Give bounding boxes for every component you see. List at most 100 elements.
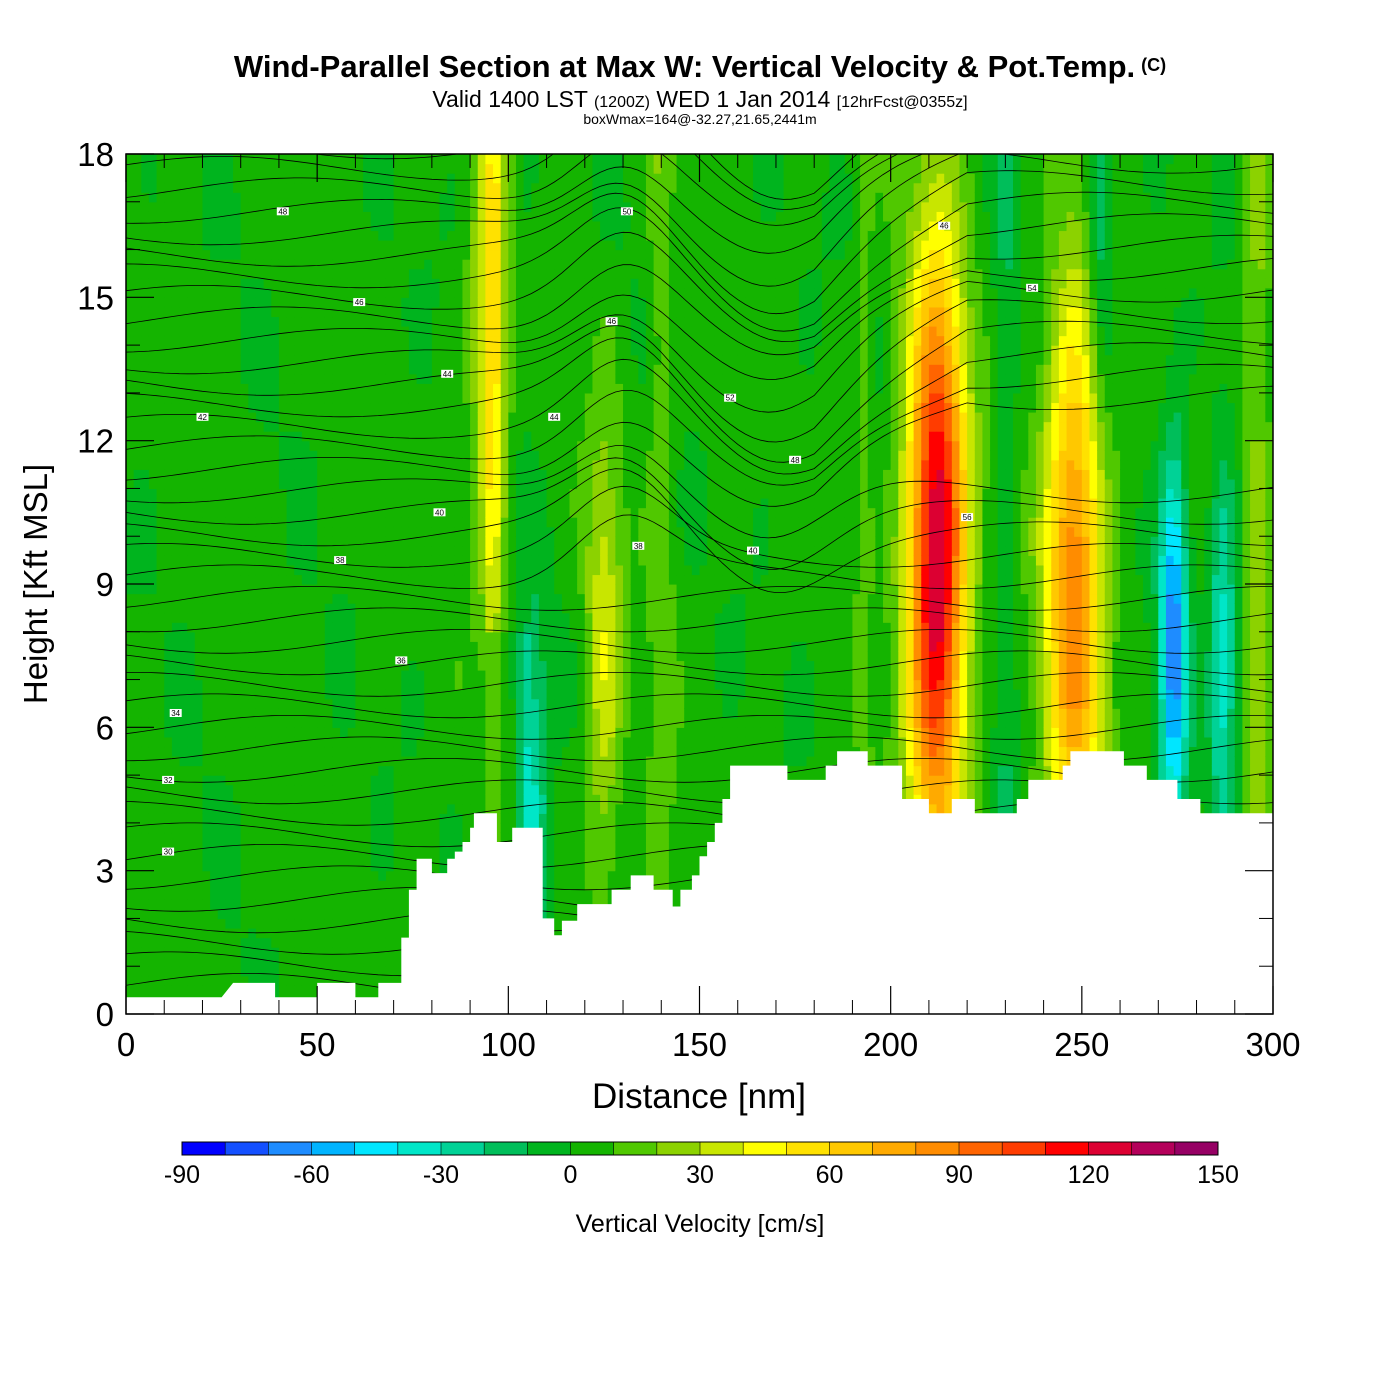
x-tick-label: 100: [481, 1026, 536, 1063]
colorbar-swatch: [1174, 1142, 1219, 1155]
colorbar-swatch: [1002, 1142, 1046, 1155]
colorbar-swatch: [829, 1142, 874, 1155]
theta-contour: [126, 514, 1273, 590]
theta-contour: [126, 320, 1273, 463]
colorbar-label: Vertical Velocity [cm/s]: [576, 1210, 825, 1238]
theta-contour: [126, 586, 1273, 611]
contour-label-bg: [353, 298, 366, 307]
colorbar-swatch: [915, 1142, 960, 1155]
colorbar-tick-label: 90: [945, 1161, 973, 1189]
theta-contour: [126, 457, 1273, 570]
x-tick-label: 200: [863, 1026, 918, 1063]
colorbar-swatch: [441, 1142, 485, 1155]
colorbar-swatch: [700, 1142, 744, 1155]
contour-label: 56: [963, 513, 972, 522]
y-tick-label: 9: [96, 566, 114, 603]
contour-label: 30: [164, 848, 173, 857]
contour-label-bg: [395, 656, 408, 665]
theta-contour: [126, 715, 1273, 740]
colorbar-swatch: [656, 1142, 701, 1155]
contour-label: 44: [443, 370, 452, 379]
colorbar-swatch: [1088, 1142, 1133, 1155]
theta-contour: [126, 650, 1273, 676]
chart-header: Wind-Parallel Section at Max W: Vertical…: [0, 49, 1400, 127]
y-tick-label: 3: [96, 853, 114, 890]
colorbar-tick-label: 0: [564, 1161, 578, 1189]
contour-label: 46: [607, 317, 616, 326]
contour-label: 50: [622, 207, 631, 216]
contour-label: 34: [171, 709, 180, 718]
colorbar-swatch: [484, 1142, 528, 1155]
contour-label: 40: [749, 547, 758, 556]
colorbar-swatch: [786, 1142, 830, 1155]
colorbar-swatch: [354, 1142, 399, 1155]
contour-label-bg: [961, 513, 974, 522]
colorbar-swatch: [268, 1142, 312, 1155]
contour-label-bg: [747, 546, 759, 555]
colorbar-tick-label: 30: [686, 1161, 714, 1189]
colorbar-swatch: [527, 1142, 571, 1155]
contour-label-bg: [724, 393, 737, 402]
colorbar-tick-label: -30: [423, 1161, 459, 1189]
theta-contour: [126, 258, 1273, 380]
colorbar-swatch: [959, 1142, 1003, 1155]
x-tick-label: 250: [1054, 1026, 1109, 1063]
contour-label-bg: [433, 508, 446, 517]
colorbar-swatch: [1131, 1142, 1176, 1155]
colorbar-swatch: [311, 1142, 356, 1155]
y-tick-label: 6: [96, 709, 114, 746]
contour-label-bg: [162, 775, 175, 784]
colorbar-tick-label: -60: [293, 1161, 329, 1189]
theta-contour: [126, 385, 1273, 507]
colorbar-tick-label: 60: [816, 1161, 844, 1189]
contour-label-bg: [162, 847, 175, 856]
chart-valid-time: Valid 1400 LST (1200Z) WED 1 Jan 2014 [1…: [432, 86, 968, 112]
contour-label: 38: [336, 556, 345, 565]
y-axis-label: Height [Kft MSL]: [17, 464, 54, 704]
colorbar-tick-label: 150: [1197, 1161, 1239, 1189]
theta-contour: [126, 629, 1273, 654]
contour-label: 42: [198, 413, 207, 422]
contour-labels: 48 50 46 46 54 46 44 52 42 44 48 40 56 38 40 38 36 34 32 30: [162, 207, 1039, 857]
contour-label: 52: [726, 394, 735, 403]
colorbar-swatch: [397, 1142, 442, 1155]
theta-contour: [126, 672, 1273, 697]
x-tick-label: 150: [672, 1026, 727, 1063]
colorbar-swatch: [225, 1142, 269, 1155]
colorbar-swatch: [570, 1142, 615, 1155]
x-tick-label: 300: [1245, 1026, 1300, 1063]
y-tick-label: 18: [77, 136, 114, 173]
theta-contour: [126, 485, 1273, 568]
contour-label-bg: [789, 455, 802, 464]
contour-label-bg: [605, 317, 618, 326]
contour-label-bg: [441, 369, 454, 378]
y-tick-label: 0: [96, 996, 114, 1033]
colorbar-swatch: [613, 1142, 658, 1155]
contour-label: 32: [164, 776, 173, 785]
colorbar-swatch: [1045, 1142, 1089, 1155]
contour-label: 48: [791, 456, 800, 465]
theta-contour: [126, 280, 1273, 413]
contour-label-bg: [620, 207, 633, 216]
colorbar-swatch: [872, 1142, 917, 1155]
theta-contour: [126, 299, 1273, 443]
theta-contour: [126, 468, 1273, 593]
chart-title: Wind-Parallel Section at Max W: Vertical…: [233, 49, 1167, 84]
x-axis-label: Distance [nm]: [592, 1077, 806, 1116]
chart-box-info: boxWmax=164@-32.27,21.65,2441m: [583, 111, 817, 127]
contour-label-bg: [938, 221, 951, 230]
y-tick-label: 12: [77, 423, 114, 460]
contour-label: 44: [550, 413, 559, 422]
contour-label: 54: [1028, 284, 1037, 293]
contour-label: 46: [940, 222, 949, 231]
contour-label: 38: [634, 542, 643, 551]
colorbar-tick-label: -90: [164, 1161, 200, 1189]
contour-label: 40: [435, 508, 444, 517]
theta-contour: [126, 342, 1273, 475]
x-tick-label: 50: [299, 1026, 336, 1063]
colorbar-tick-label: 120: [1068, 1161, 1110, 1189]
contour-label-bg: [334, 556, 347, 565]
theta-contour: [126, 445, 1273, 539]
